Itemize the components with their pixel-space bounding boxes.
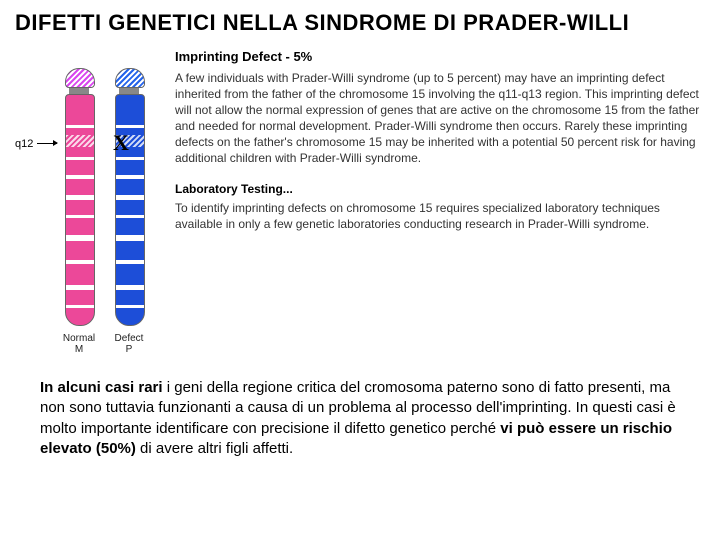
page-title: DIFETTI GENETICI NELLA SINDROME DI PRADE… bbox=[15, 10, 705, 36]
section-paragraph: A few individuals with Prader-Willi synd… bbox=[175, 70, 705, 167]
chromosome-cap-icon bbox=[65, 68, 95, 88]
section-heading: Imprinting Defect - 5% bbox=[175, 48, 705, 66]
chromosome-defect bbox=[115, 68, 143, 328]
chromosome-label-defect: DefectP bbox=[109, 333, 149, 355]
chromosome-cap-icon bbox=[115, 68, 145, 88]
lab-paragraph: To identify imprinting defects on chromo… bbox=[175, 200, 705, 232]
italian-summary: In alcuni casi rari i geni della regione… bbox=[15, 378, 705, 459]
summary-post: di avere altri figli affetti. bbox=[136, 440, 293, 457]
summary-bold-lead: In alcuni casi rari bbox=[40, 379, 163, 396]
description-column: Imprinting Defect - 5% A few individuals… bbox=[175, 48, 705, 358]
q12-label: q12 bbox=[15, 138, 33, 150]
chromosome-diagram: q12 X NormalM DefectP bbox=[15, 48, 165, 358]
chromosome-normal bbox=[65, 68, 93, 328]
chromosome-body bbox=[115, 94, 145, 326]
content-row: q12 X NormalM DefectP Imprinting Defect … bbox=[15, 48, 705, 358]
q12-arrow-icon bbox=[37, 143, 57, 144]
x-mark-icon: X bbox=[113, 130, 129, 156]
chromosome-label-normal: NormalM bbox=[59, 333, 99, 355]
lab-heading: Laboratory Testing... bbox=[175, 181, 705, 197]
chromosome-body bbox=[65, 94, 95, 326]
